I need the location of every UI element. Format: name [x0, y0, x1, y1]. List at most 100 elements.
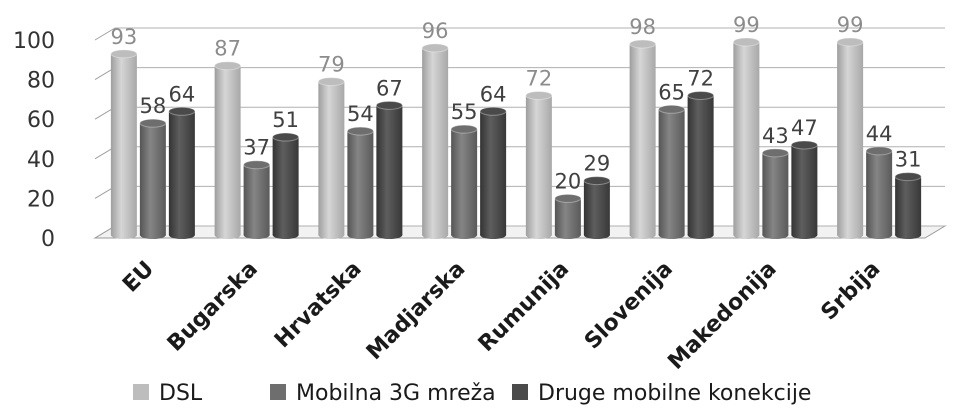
x-category-label: Slovenija [580, 257, 678, 355]
data-label: 99 [733, 13, 760, 37]
bar-top [525, 90, 553, 100]
bar-EU-Druge mobilne konekcije [168, 106, 196, 239]
bar-top [421, 43, 449, 53]
bar-Makedonija-Mobilna 3G mreža [761, 148, 789, 239]
y-tick-label: 20 [27, 187, 55, 212]
bar-top [894, 172, 922, 182]
bar-body [658, 109, 685, 235]
data-label: 47 [791, 116, 818, 140]
x-category-label: Rumunija [474, 257, 574, 357]
data-label: 20 [555, 169, 582, 193]
legend-swatch [512, 384, 528, 400]
legend-label: Druge mobilne konekcije [538, 381, 811, 406]
data-label: 54 [347, 102, 374, 126]
bar-Rumunija-Mobilna 3G mreža [554, 193, 582, 239]
bar-base [687, 231, 714, 239]
data-label: 37 [243, 136, 270, 160]
bar-Hrvatska-Mobilna 3G mreža [346, 126, 374, 239]
bar-body [139, 123, 166, 235]
data-label: 87 [214, 37, 241, 61]
bar-top [450, 124, 478, 134]
bar-base [422, 231, 449, 239]
bar-base [733, 231, 760, 239]
bar-body [480, 111, 507, 235]
bar-top [790, 140, 818, 150]
bar-body [837, 41, 864, 236]
bar-body [422, 47, 449, 235]
data-label: 43 [762, 124, 789, 148]
data-label: 96 [422, 19, 449, 43]
data-label: 72 [526, 66, 553, 90]
bar-Slovenija-Druge mobilne konekcije [687, 90, 715, 239]
data-label: 51 [272, 108, 299, 132]
bar-body [214, 65, 241, 236]
data-label: 98 [629, 15, 656, 39]
bar-base [629, 231, 656, 239]
data-label: 29 [584, 152, 611, 176]
bar-top [687, 90, 715, 100]
bar-body [629, 43, 656, 236]
x-category-label: Srbija [817, 257, 886, 326]
bar-base [139, 231, 166, 239]
bar-Rumunija-DSL [525, 90, 553, 239]
gridline-side [94, 27, 116, 41]
data-label: 64 [480, 82, 507, 106]
bar-body [318, 81, 345, 235]
bar-Srbija-DSL [836, 37, 864, 239]
x-category-label: Makedonija [663, 257, 781, 375]
bar-base [214, 231, 241, 239]
bar-top [761, 148, 789, 158]
bar-body [347, 131, 374, 235]
bar-body [791, 144, 818, 235]
bar-Makedonija-DSL [732, 37, 760, 239]
bar-top [272, 132, 300, 142]
y-tick-label: 40 [27, 148, 55, 173]
data-label: 44 [866, 122, 893, 146]
bar-top [629, 39, 657, 49]
bar-EU-DSL [110, 49, 138, 239]
x-category-label: Bugarska [163, 257, 263, 357]
bar-top [583, 176, 611, 186]
x-category-label: EU [118, 257, 159, 298]
bar-body [583, 180, 610, 235]
bar-base [525, 231, 552, 239]
x-category-label: Madjarska [362, 257, 470, 365]
bar-top [317, 77, 345, 87]
y-tick-label: 0 [41, 227, 55, 252]
y-tick-label: 100 [13, 29, 55, 54]
bar-base [762, 231, 789, 239]
bar-body [554, 198, 581, 235]
bar-Bugarska-Druge mobilne konekcije [272, 132, 300, 239]
data-label: 64 [169, 82, 196, 106]
data-label: 65 [658, 80, 685, 104]
data-label: 67 [376, 76, 403, 100]
bar-base [554, 231, 581, 239]
bar-Srbija-Druge mobilne konekcije [894, 172, 922, 239]
legend-label: Mobilna 3G mreža [296, 381, 496, 406]
bar-body [272, 137, 299, 235]
bar-base [866, 231, 893, 239]
legend: DSL Mobilna 3G mreža Druge mobilne konekci… [133, 381, 811, 406]
bar-base [376, 231, 403, 239]
bar-top [554, 193, 582, 203]
bar-Rumunija-Druge mobilne konekcije [583, 176, 611, 239]
bar-Slovenija-Mobilna 3G mreža [658, 104, 686, 239]
bar-base [168, 231, 195, 239]
bar-base [318, 231, 345, 239]
bar-Bugarska-DSL [214, 61, 242, 239]
bar-body [168, 111, 195, 235]
bar-base [451, 231, 478, 239]
legend-swatch [270, 384, 286, 400]
bar-top [865, 146, 893, 156]
bar-base [583, 231, 610, 239]
bar-top [658, 104, 686, 114]
bar-base [272, 231, 299, 239]
y-tick-label: 80 [27, 69, 55, 94]
bar-Madjarska-Mobilna 3G mreža [450, 124, 478, 239]
bar-base [347, 231, 374, 239]
bar-Bugarska-Mobilna 3G mreža [243, 160, 271, 239]
bar-top [346, 126, 374, 136]
bar-body [376, 105, 403, 235]
